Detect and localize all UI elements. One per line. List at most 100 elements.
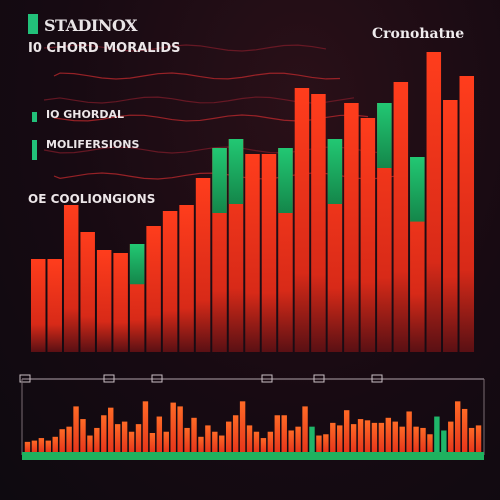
lower-bar bbox=[149, 433, 156, 452]
marker bbox=[32, 150, 37, 160]
lower-bar bbox=[94, 427, 100, 452]
lower-bar bbox=[281, 415, 287, 452]
lower-bar bbox=[87, 435, 93, 452]
lower-bar bbox=[371, 422, 378, 452]
marker bbox=[32, 112, 37, 122]
lower-tick-marker bbox=[103, 374, 115, 383]
lower-bar bbox=[399, 426, 405, 452]
lower-bar bbox=[385, 417, 392, 452]
lower-tick-marker bbox=[371, 374, 383, 383]
lower-bar bbox=[343, 410, 350, 452]
lower-bar bbox=[226, 421, 232, 452]
lower-bar bbox=[80, 419, 86, 452]
bar-up-body bbox=[228, 139, 244, 204]
lower-bar bbox=[205, 425, 211, 452]
lower-bar bbox=[350, 424, 357, 452]
lower-bar bbox=[24, 441, 31, 452]
lower-bar bbox=[441, 430, 447, 452]
annotation-label: IO GHORDAL bbox=[46, 108, 124, 121]
lower-bar bbox=[52, 436, 58, 452]
lower-bar bbox=[128, 431, 135, 452]
lower-bar bbox=[413, 426, 419, 452]
marker bbox=[32, 140, 37, 150]
bar-up-body bbox=[278, 148, 293, 213]
lower-bar bbox=[288, 430, 294, 452]
bar bbox=[113, 253, 128, 352]
lower-bar bbox=[323, 434, 329, 452]
lower-tick-marker bbox=[313, 374, 325, 383]
lower-bar bbox=[239, 401, 246, 452]
lower-bar bbox=[184, 427, 190, 452]
trace-line bbox=[53, 72, 341, 80]
lower-bar bbox=[316, 435, 322, 452]
lower-bar bbox=[219, 435, 225, 452]
bar-up-body bbox=[129, 244, 145, 285]
lower-bar bbox=[434, 416, 440, 452]
bar bbox=[344, 103, 359, 352]
lower-baseline-band bbox=[22, 452, 484, 460]
lower-bar bbox=[232, 415, 239, 452]
bar bbox=[146, 226, 161, 352]
trace-line bbox=[43, 146, 383, 154]
lower-bar bbox=[475, 425, 482, 452]
lower-bar bbox=[378, 422, 385, 452]
lower-bar bbox=[212, 431, 218, 452]
logo-mark bbox=[28, 14, 38, 34]
lower-bar bbox=[177, 406, 183, 452]
lower-bar bbox=[31, 440, 38, 452]
bar bbox=[96, 250, 112, 352]
lower-tick-marker bbox=[261, 374, 273, 383]
lower-bar bbox=[246, 425, 253, 452]
lower-bar bbox=[309, 426, 315, 452]
lower-bar bbox=[455, 401, 461, 452]
lower-bar bbox=[392, 421, 398, 452]
bar bbox=[311, 94, 326, 352]
bar bbox=[426, 52, 442, 352]
lower-bar bbox=[121, 421, 128, 452]
bar bbox=[459, 76, 475, 352]
bar bbox=[245, 154, 260, 352]
bar bbox=[294, 88, 310, 352]
lower-bar bbox=[253, 431, 260, 452]
lower-tick-marker bbox=[19, 374, 31, 383]
lower-bar bbox=[302, 406, 308, 452]
bar bbox=[63, 205, 79, 352]
bar bbox=[47, 259, 62, 352]
lower-bar bbox=[114, 424, 121, 452]
lower-bar bbox=[66, 426, 72, 452]
bar bbox=[30, 259, 46, 352]
lower-bar bbox=[260, 438, 267, 452]
lower-bar bbox=[135, 424, 142, 452]
bar bbox=[393, 82, 409, 352]
chart-title: STADINOX bbox=[44, 16, 138, 35]
bar bbox=[179, 205, 194, 352]
lower-bar bbox=[364, 420, 371, 452]
lower-bar bbox=[198, 436, 204, 452]
bar-up-body bbox=[377, 103, 392, 168]
lower-bar bbox=[330, 422, 336, 452]
chart-title-right: Cronohatne bbox=[372, 26, 465, 42]
bar bbox=[195, 178, 211, 352]
trace-line bbox=[43, 44, 327, 52]
lower-bar bbox=[59, 429, 65, 452]
lower-bar bbox=[191, 417, 197, 452]
lower-bar bbox=[295, 426, 301, 452]
annotation-label: I0 CHORD MORALIDS bbox=[28, 41, 181, 56]
bar bbox=[443, 100, 458, 352]
annotation-label: MOLIFERSIONS bbox=[46, 138, 139, 151]
lower-bar bbox=[163, 431, 169, 452]
lower-bar bbox=[448, 421, 454, 452]
bar-up-body bbox=[410, 157, 425, 222]
bar-up-body bbox=[327, 139, 343, 204]
bar bbox=[360, 118, 376, 352]
lower-bar bbox=[420, 427, 426, 452]
lower-bar bbox=[142, 401, 149, 452]
annotation-label: OE COOLIONGIONS bbox=[28, 192, 155, 206]
lower-bar bbox=[427, 434, 433, 452]
lower-bar bbox=[406, 411, 412, 452]
bar bbox=[80, 232, 95, 352]
lower-bar bbox=[357, 419, 364, 452]
lower-bar bbox=[73, 406, 79, 452]
